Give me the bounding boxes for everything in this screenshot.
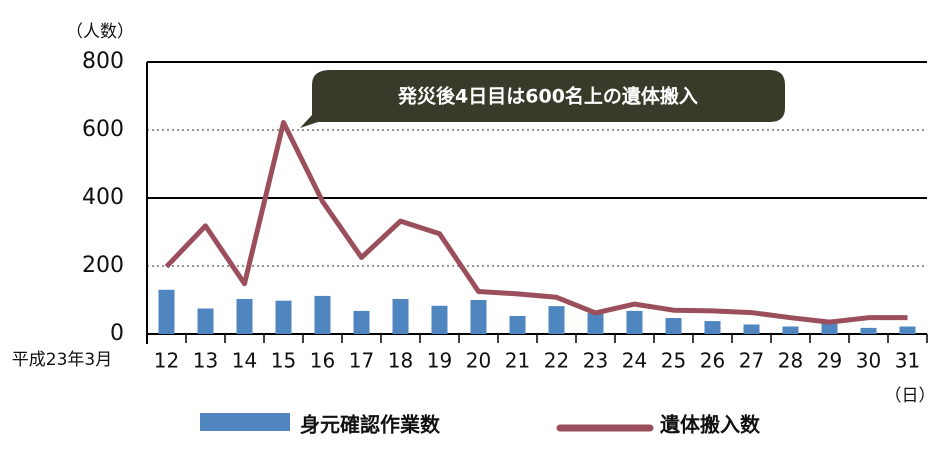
bar xyxy=(626,310,643,334)
x-tick-label: 30 xyxy=(856,349,881,373)
y-tick-label: 400 xyxy=(82,185,124,210)
bar xyxy=(158,289,175,334)
bar xyxy=(587,312,604,334)
bar xyxy=(353,310,370,334)
bar xyxy=(275,300,292,334)
x-tick-label: 26 xyxy=(700,349,725,373)
x-tick-label: 14 xyxy=(232,349,257,373)
x-tick-label: 25 xyxy=(661,349,686,373)
x-tick-label: 27 xyxy=(739,349,764,373)
x-tick-label: 16 xyxy=(310,349,335,373)
x-tick-label: 13 xyxy=(193,349,218,373)
bar xyxy=(197,308,214,334)
bar xyxy=(665,318,682,334)
x-tick-label: 24 xyxy=(622,349,647,373)
bar xyxy=(509,315,526,334)
bar xyxy=(548,306,565,334)
x-tick-label: 22 xyxy=(544,349,569,373)
x-tick-label: 29 xyxy=(817,349,842,373)
bar xyxy=(899,326,916,334)
annotation: 発災後4日目は600名上の遺体搬入 xyxy=(397,85,698,108)
annotation-box xyxy=(300,70,785,128)
x-tick-label: 21 xyxy=(505,349,530,373)
line xyxy=(164,120,908,325)
bar xyxy=(314,295,331,334)
x-tick-label: 17 xyxy=(349,349,374,373)
bar xyxy=(821,322,838,334)
y-tick-label: 600 xyxy=(82,117,124,142)
bar xyxy=(860,327,877,334)
y-unit: （人数） xyxy=(66,22,134,42)
bar xyxy=(470,300,487,334)
x-tick-label: 28 xyxy=(778,349,803,373)
legend-label: 遺体搬入数 xyxy=(660,413,761,437)
x-tick-label: 31 xyxy=(895,349,920,373)
x-prefix: 平成23年3月 xyxy=(12,350,112,370)
bar xyxy=(431,305,448,334)
x-tick-label: 19 xyxy=(427,349,452,373)
bar xyxy=(392,298,409,334)
x-tick-label: 12 xyxy=(154,349,179,373)
y-tick-label: 0 xyxy=(110,321,124,346)
x-tick-label: 23 xyxy=(583,349,608,373)
bar xyxy=(236,298,253,334)
x-tick-label: 20 xyxy=(466,349,491,373)
y-tick-label: 800 xyxy=(82,49,124,74)
legend-label: 身元確認作業数 xyxy=(300,413,441,437)
legend-swatch xyxy=(200,413,290,431)
x-tick-label: 15 xyxy=(271,349,296,373)
x-unit: （日） xyxy=(885,386,936,406)
x-tick-label: 18 xyxy=(388,349,413,373)
bar xyxy=(704,321,721,334)
bar xyxy=(782,326,799,334)
bar xyxy=(743,324,760,334)
y-tick-label: 200 xyxy=(82,253,124,278)
